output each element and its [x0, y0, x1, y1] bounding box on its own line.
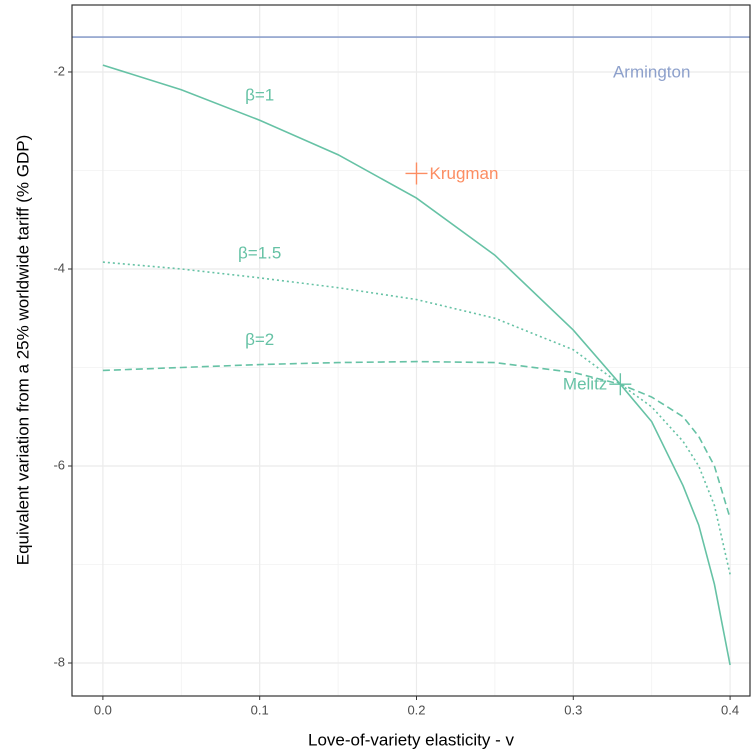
x-tick-label: 0.1: [251, 702, 269, 717]
point-label: Melitz: [563, 375, 607, 394]
y-tick-label: -4: [53, 260, 65, 275]
x-tick-label: 0.4: [721, 702, 739, 717]
y-tick-label: -2: [53, 63, 65, 78]
curve-label: β=1: [245, 86, 274, 105]
curve: [102, 64, 731, 666]
point-marker: [609, 373, 632, 396]
x-tick-label: 0.3: [564, 702, 582, 717]
y-axis-title: Equivalent variation from a 25% worldwid…: [13, 135, 32, 566]
y-tick-label: -6: [53, 457, 65, 472]
x-axis-title: Love-of-variety elasticity - v: [308, 730, 514, 749]
x-tick-label: 0.0: [94, 702, 112, 717]
y-tick-label: -8: [53, 654, 65, 669]
curve: [102, 360, 731, 519]
point-marker: [405, 162, 428, 185]
reference-label: Armington: [613, 62, 690, 81]
point-label: Krugman: [429, 164, 498, 183]
x-tick-label: 0.2: [407, 702, 425, 717]
curve: [102, 261, 731, 575]
panel-border: [71, 4, 751, 697]
curve-label: β=2: [245, 330, 274, 349]
curve-label: β=1.5: [238, 243, 281, 262]
